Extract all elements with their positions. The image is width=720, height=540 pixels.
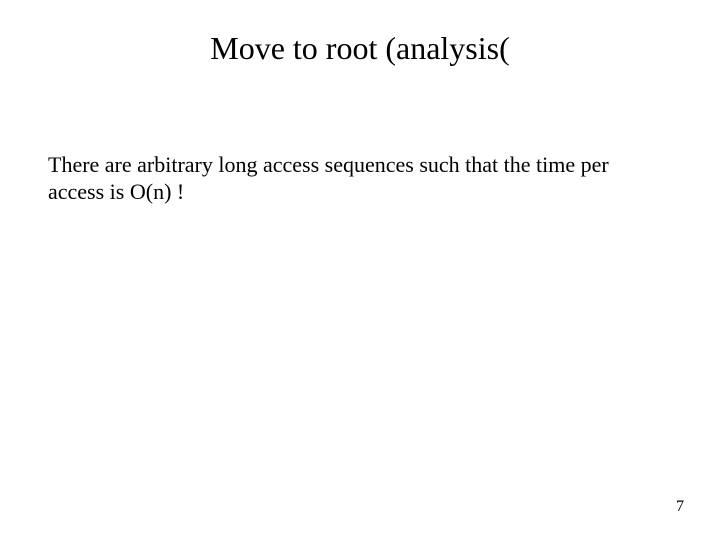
page-number: 7 xyxy=(676,498,684,516)
slide-container: Move to root (analysis( There are arbitr… xyxy=(0,0,720,540)
slide-body-text: There are arbitrary long access sequence… xyxy=(48,152,648,206)
slide-title: Move to root (analysis( xyxy=(0,30,720,67)
